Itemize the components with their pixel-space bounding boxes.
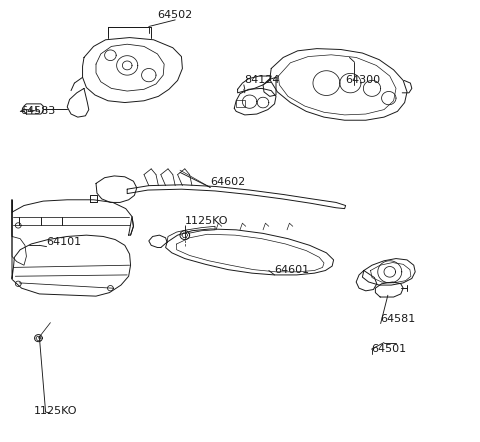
Bar <box>236 100 245 107</box>
Text: 64501: 64501 <box>372 344 407 354</box>
Text: 1125KO: 1125KO <box>34 406 77 416</box>
Text: 64300: 64300 <box>346 75 381 85</box>
Text: 1125KO: 1125KO <box>185 216 228 226</box>
Text: 84124: 84124 <box>244 75 279 85</box>
Text: 64101: 64101 <box>47 236 82 247</box>
Text: 64601: 64601 <box>275 265 310 275</box>
Text: 64581: 64581 <box>381 313 416 324</box>
Text: 64602: 64602 <box>210 177 245 187</box>
Text: 64583: 64583 <box>20 107 55 116</box>
Text: 64502: 64502 <box>157 10 193 20</box>
